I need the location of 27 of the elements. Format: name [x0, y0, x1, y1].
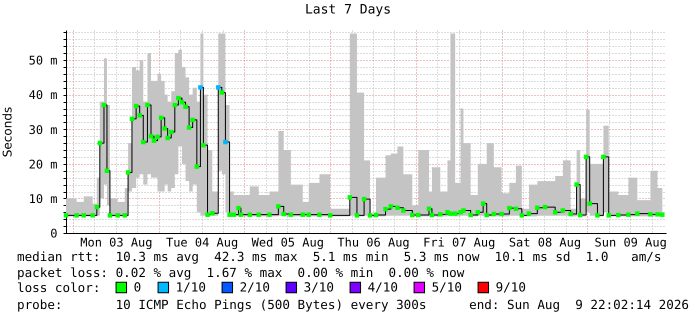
y-tick-label: 0 — [50, 226, 58, 240]
text: median rtt: 10.3 ms avg 42.3 ms max 5.1 ms min 5.3 ms now 10.1 ms sd 1.0 am/s — [17, 249, 662, 264]
y-tick-label: 40 m — [28, 88, 58, 102]
legend-title: loss color: — [17, 280, 100, 295]
legend-label: 0 — [134, 280, 142, 295]
y-tick-label: 10 m — [28, 192, 58, 206]
y-tick-label: 30 m — [28, 122, 58, 137]
x-tick-label: Fri 07 Aug — [423, 236, 496, 250]
text: probe: 10 ICMP Echo Pings (500 Bytes) every 300s — [17, 297, 426, 312]
y-tick-label: 50 m — [28, 54, 58, 68]
text: end: Sun Aug 9 22:02:14 2026 — [469, 297, 689, 312]
legend-label: 9/10 — [496, 280, 526, 295]
text: packet loss: 0.02 % avg 1.67 % max 0.00 % min 0.00 % now — [17, 265, 464, 280]
x-tick-label: Mon 03 Aug — [80, 236, 153, 250]
legend-label: 5/10 — [432, 280, 462, 295]
x-tick-label: Wed 05 Aug — [252, 236, 324, 250]
x-tick-label: Sun 09 Aug — [594, 236, 667, 250]
x-tick-label: Tue 04 Aug — [166, 236, 238, 250]
legend-label: 2/10 — [240, 280, 270, 295]
y-tick-label: 20 m — [28, 157, 58, 172]
x-tick-label: Thu 06 Aug — [337, 236, 410, 250]
legend-label: 3/10 — [304, 280, 334, 295]
y-axis-title: Seconds — [0, 106, 15, 158]
x-tick-label: Sat 08 Aug — [508, 236, 582, 250]
legend-label: 1/10 — [176, 280, 206, 295]
chart-title: Last 7 Days — [304, 2, 392, 18]
legend-label: 4/10 — [368, 280, 398, 295]
